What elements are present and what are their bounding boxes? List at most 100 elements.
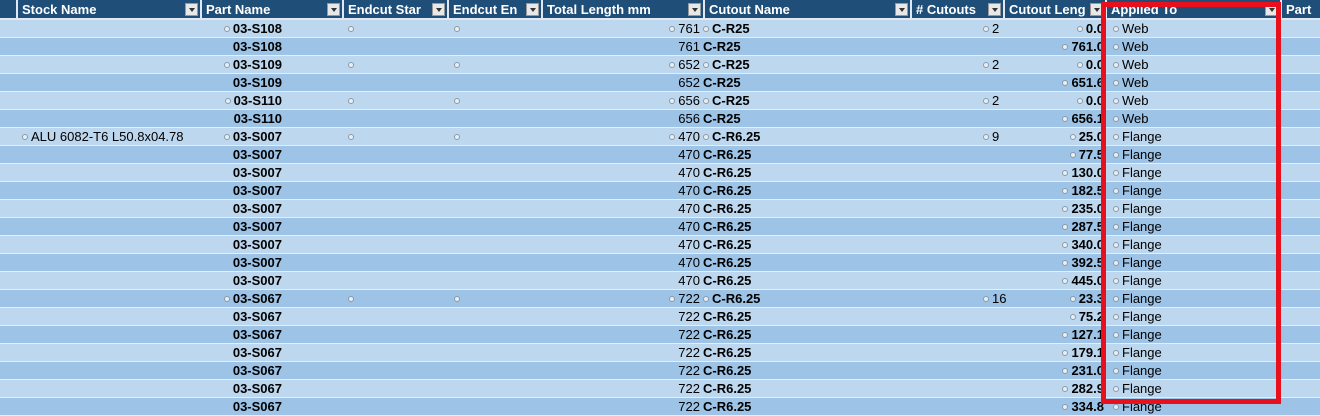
cell-applied[interactable]: Flange — [1113, 164, 1233, 181]
expand-icon[interactable] — [669, 62, 676, 68]
cell-total[interactable]: 470 — [600, 182, 700, 199]
expand-icon[interactable] — [1113, 332, 1119, 338]
expand-icon[interactable] — [669, 98, 676, 104]
cell-applied[interactable]: Flange — [1113, 290, 1233, 307]
cell-part[interactable]: 03-S007 — [202, 236, 282, 253]
cell-applied[interactable]: Flange — [1113, 380, 1233, 397]
cell-part[interactable]: 03-S067 — [202, 290, 282, 307]
expand-icon[interactable] — [1113, 350, 1119, 356]
expand-icon[interactable] — [1113, 170, 1119, 176]
cell-clen[interactable]: 340.0 — [1000, 236, 1104, 253]
cell-applied[interactable]: Flange — [1113, 182, 1233, 199]
expand-icon[interactable] — [1069, 152, 1076, 158]
expand-icon[interactable] — [703, 98, 709, 104]
cell-part[interactable]: 03-S007 — [202, 200, 282, 217]
filter-dropdown-icon[interactable] — [688, 3, 701, 16]
filter-dropdown-icon[interactable] — [895, 3, 908, 16]
expand-icon[interactable] — [223, 26, 230, 32]
column-header-endcut_end[interactable]: Endcut En — [449, 0, 543, 18]
cell-total[interactable]: 722 — [600, 290, 700, 307]
cell-cutout[interactable]: C-R25 — [703, 110, 823, 127]
expand-icon[interactable] — [223, 134, 230, 140]
expand-icon[interactable] — [1113, 386, 1119, 392]
cell-ncut[interactable]: 9 — [983, 128, 1013, 145]
expand-icon[interactable] — [1113, 260, 1119, 266]
cell-total[interactable]: 652 — [600, 56, 700, 73]
expand-icon[interactable] — [703, 62, 709, 68]
cell-part[interactable]: 03-S067 — [202, 380, 282, 397]
cell-total[interactable]: 470 — [600, 146, 700, 163]
cell-total[interactable]: 656 — [600, 92, 700, 109]
expand-icon[interactable] — [1113, 80, 1119, 86]
expand-icon[interactable] — [223, 62, 230, 68]
cell-clen[interactable]: 656.1 — [1000, 110, 1104, 127]
cell-cutout[interactable]: C-R6.25 — [703, 182, 823, 199]
expand-icon[interactable] — [1113, 62, 1119, 68]
cell-cutout[interactable]: C-R6.25 — [703, 398, 823, 415]
expand-icon[interactable] — [1062, 242, 1069, 248]
cell-part[interactable]: 03-S109 — [202, 56, 282, 73]
cell-part[interactable]: 03-S007 — [202, 182, 282, 199]
cell-total[interactable]: 722 — [600, 380, 700, 397]
cell-part[interactable]: 03-S007 — [202, 164, 282, 181]
expand-icon[interactable] — [1113, 152, 1119, 158]
cell-applied[interactable]: Web — [1113, 20, 1233, 37]
cell-applied[interactable]: Flange — [1113, 308, 1233, 325]
expand-icon[interactable] — [1113, 224, 1119, 230]
column-header-endcut_start[interactable]: Endcut Star — [344, 0, 449, 18]
cell-part[interactable]: 03-S108 — [202, 20, 282, 37]
cell-total[interactable]: 722 — [600, 308, 700, 325]
expand-icon[interactable] — [703, 296, 709, 302]
cell-total[interactable]: 470 — [600, 254, 700, 271]
cell-clen[interactable]: 0.0 — [1000, 56, 1104, 73]
cell-clen[interactable]: 25.0 — [1000, 128, 1104, 145]
expand-icon[interactable] — [1113, 206, 1119, 212]
filter-dropdown-icon[interactable] — [432, 3, 445, 16]
expand-icon[interactable] — [1113, 314, 1119, 320]
cell-clen[interactable]: 182.5 — [1000, 182, 1104, 199]
cell-part[interactable]: 03-S067 — [202, 344, 282, 361]
expand-icon[interactable] — [1062, 188, 1069, 194]
cell-clen[interactable]: 0.0 — [1000, 20, 1104, 37]
expand-icon[interactable] — [983, 62, 989, 68]
cell-part[interactable]: 03-S067 — [202, 326, 282, 343]
cell-part[interactable]: 03-S007 — [202, 128, 282, 145]
filter-dropdown-icon[interactable] — [327, 3, 340, 16]
cell-clen[interactable]: 0.0 — [1000, 92, 1104, 109]
cell-applied[interactable]: Flange — [1113, 200, 1233, 217]
expand-icon[interactable] — [1062, 278, 1069, 284]
cell-total[interactable]: 656 — [600, 110, 700, 127]
cell-applied[interactable]: Flange — [1113, 362, 1233, 379]
column-header-clen[interactable]: Cutout Leng — [1005, 0, 1107, 18]
expand-icon[interactable] — [1113, 278, 1119, 284]
column-header-stock[interactable]: Stock Name — [18, 0, 202, 18]
cell-cutout[interactable]: C-R6.25 — [703, 218, 823, 235]
cell-clen[interactable]: 392.5 — [1000, 254, 1104, 271]
cell-total[interactable]: 722 — [600, 398, 700, 415]
cell-applied[interactable]: Flange — [1113, 344, 1233, 361]
cell-clen[interactable]: 334.8 — [1000, 398, 1104, 415]
cell-total[interactable]: 761 — [600, 20, 700, 37]
cell-applied[interactable]: Flange — [1113, 146, 1233, 163]
cell-applied[interactable]: Web — [1113, 74, 1233, 91]
expand-icon[interactable] — [348, 62, 354, 68]
cell-cutout[interactable]: C-R6.25 — [703, 380, 823, 397]
cell-clen[interactable]: 235.0 — [1000, 200, 1104, 217]
expand-icon[interactable] — [1113, 44, 1119, 50]
cell-part[interactable]: 03-S067 — [202, 308, 282, 325]
cell-clen[interactable]: 179.1 — [1000, 344, 1104, 361]
filter-dropdown-icon[interactable] — [1090, 3, 1103, 16]
cell-clen[interactable]: 445.0 — [1000, 272, 1104, 289]
cell-applied[interactable]: Flange — [1113, 218, 1233, 235]
cell-total[interactable]: 470 — [600, 218, 700, 235]
cell-clen[interactable]: 127.1 — [1000, 326, 1104, 343]
cell-part[interactable]: 03-S007 — [202, 146, 282, 163]
cell-total[interactable]: 722 — [600, 326, 700, 343]
cell-total[interactable]: 470 — [600, 200, 700, 217]
expand-icon[interactable] — [669, 26, 676, 32]
cell-part[interactable]: 03-S007 — [202, 272, 282, 289]
cell-part[interactable]: 03-S108 — [202, 38, 282, 55]
expand-icon[interactable] — [1062, 404, 1069, 410]
cell-applied[interactable]: Flange — [1113, 128, 1233, 145]
cell-total[interactable]: 470 — [600, 272, 700, 289]
